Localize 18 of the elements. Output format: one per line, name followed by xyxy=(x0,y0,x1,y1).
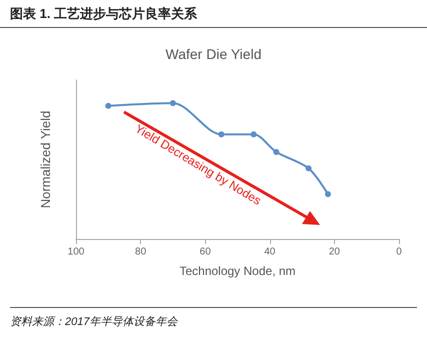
point xyxy=(170,100,176,106)
x-tick-label: 40 xyxy=(264,246,276,258)
chart-title: 图表 1. 工艺进步与芯片良率关系 xyxy=(0,0,427,28)
y-axis-title: Normalized Yield xyxy=(38,110,53,208)
point xyxy=(306,165,312,172)
point xyxy=(105,102,112,109)
chart-subtitle: Wafer Die Yield xyxy=(166,46,262,62)
x-tick-label: 100 xyxy=(68,246,85,258)
x-tick-label: 60 xyxy=(200,246,212,258)
x-axis-title: Technology Node, nm xyxy=(179,264,296,278)
x-tick-label: 0 xyxy=(396,246,402,258)
x-tick-label: 80 xyxy=(135,246,147,258)
point xyxy=(324,191,331,198)
point xyxy=(250,131,257,138)
point xyxy=(273,149,280,156)
text: 资料来源：2017年半导体设备年会 xyxy=(10,307,417,329)
point xyxy=(218,131,224,138)
x-tick-label: 20 xyxy=(328,246,340,258)
